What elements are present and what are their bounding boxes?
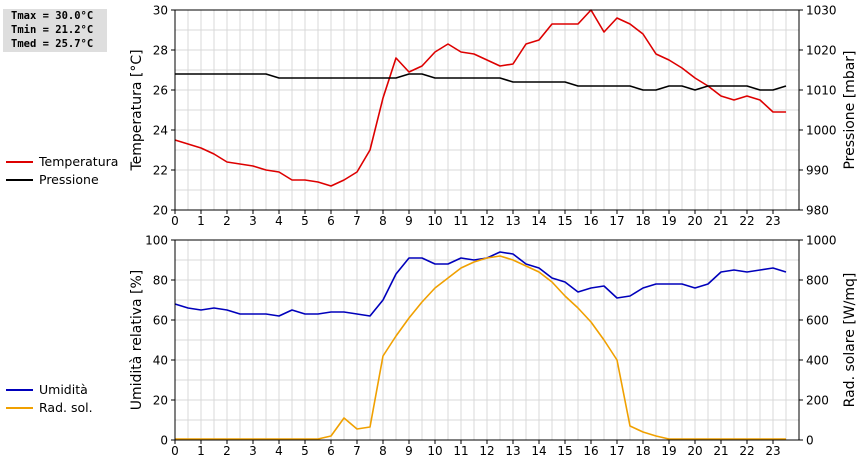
- x-tick-label: 14: [531, 214, 546, 228]
- series-line-pressione: [175, 73, 787, 91]
- x-tick-label: 8: [379, 214, 387, 228]
- x-tick-label: 11: [453, 214, 468, 228]
- y2-tick-label: 1000: [806, 234, 837, 248]
- x-tick-label: 0: [171, 214, 179, 228]
- x-tick-label: 13: [505, 214, 520, 228]
- legend-label: Temperatura: [39, 154, 119, 169]
- x-tick-label: 23: [765, 214, 780, 228]
- y2-tick-label: 1000: [806, 124, 837, 138]
- chart-panel-2: 0 1 2 3 4 5 6 7 8 9 10 11 12 13 14 15 16 17 18 19 20 21 22 2302…: [129, 234, 858, 459]
- y-tick-label: 80: [153, 274, 168, 288]
- x-tick-label: 20: [687, 214, 702, 228]
- y2-tick-label: 990: [806, 164, 829, 178]
- legend-label: Rad. sol.: [39, 400, 93, 415]
- x-tick-label: 22: [739, 214, 754, 228]
- y2-axis-label: Rad. solare [W/mq]: [842, 273, 858, 408]
- x-tick-label: 3: [249, 214, 257, 228]
- x-tick-label: 4: [275, 214, 283, 228]
- x-tick-label: 23: [765, 444, 780, 458]
- y-tick-label: 100: [145, 234, 168, 248]
- y-tick-label: 40: [153, 354, 168, 368]
- x-tick-label: 17: [609, 214, 624, 228]
- legend-label: Pressione: [39, 172, 99, 187]
- x-tick-label: 22: [739, 444, 754, 458]
- tmed-text: Tmed = 25.7°C: [11, 38, 94, 50]
- y-tick-label: 0: [160, 434, 168, 448]
- x-tick-label: 15: [557, 214, 572, 228]
- y2-tick-label: 980: [806, 204, 829, 218]
- y2-tick-label: 0: [806, 434, 814, 448]
- x-tick-label: 7: [353, 214, 361, 228]
- legend-swatch: [6, 179, 33, 181]
- x-tick-label: 9: [405, 444, 413, 458]
- y2-axis-label: Pressione [mbar]: [842, 50, 858, 169]
- chart-panel-1: 0 1 2 3 4 5 6 7 8 9 10 11 12 13 14 15 16 17 18 19 20 21 22 2320…: [129, 4, 858, 229]
- tmin-text: Tmin = 21.2°C: [11, 24, 94, 36]
- x-tick-label: 5: [301, 444, 309, 458]
- x-tick-label: 3: [249, 444, 257, 458]
- x-tick-label: 17: [609, 444, 624, 458]
- x-tick-label: 1: [197, 444, 205, 458]
- x-tick-label: 10: [427, 444, 442, 458]
- legend-swatch: [6, 389, 33, 391]
- stats-box: Tmax = 30.0°C Tmin = 21.2°C Tmed = 25.7°…: [3, 9, 107, 52]
- y-tick-label: 28: [153, 44, 168, 58]
- x-tick-label: 16: [583, 214, 598, 228]
- series-line-umidit: [174, 251, 787, 317]
- x-tick-label: 4: [275, 444, 283, 458]
- y2-tick-label: 200: [806, 394, 829, 408]
- x-tick-label: 16: [583, 444, 598, 458]
- y2-tick-label: 1010: [806, 84, 837, 98]
- x-tick-label: 6: [327, 444, 335, 458]
- y2-tick-label: 1020: [806, 44, 837, 58]
- y2-tick-label: 600: [806, 314, 829, 328]
- x-tick-label: 20: [687, 444, 702, 458]
- y-tick-label: 20: [153, 204, 168, 218]
- y2-tick-label: 800: [806, 274, 829, 288]
- x-tick-label: 11: [453, 444, 468, 458]
- x-tick-label: 8: [379, 444, 387, 458]
- x-tick-label: 9: [405, 214, 413, 228]
- series-line-rad-sol: [175, 255, 786, 440]
- legend-swatch: [6, 161, 33, 163]
- tmax-text: Tmax = 30.0°C: [11, 10, 94, 22]
- x-tick-label: 7: [353, 444, 361, 458]
- x-tick-label: 14: [531, 444, 546, 458]
- x-tick-label: 2: [223, 214, 231, 228]
- series-line-temperatura: [174, 9, 786, 187]
- y-tick-label: 30: [153, 4, 168, 18]
- x-tick-label: 15: [557, 444, 572, 458]
- y-tick-label: 20: [153, 394, 168, 408]
- legend-swatch: [6, 407, 33, 409]
- legend-label: Umidità: [39, 382, 88, 397]
- y-axis-label: Temperatura [°C]: [129, 49, 145, 171]
- x-tick-label: 10: [427, 214, 442, 228]
- y2-tick-label: 400: [806, 354, 829, 368]
- y-tick-label: 24: [153, 124, 168, 138]
- x-tick-label: 19: [661, 444, 676, 458]
- y-tick-label: 60: [153, 314, 168, 328]
- y-tick-label: 26: [153, 84, 168, 98]
- y2-tick-label: 1030: [806, 4, 837, 18]
- x-tick-label: 0: [171, 444, 179, 458]
- x-tick-label: 1: [197, 214, 205, 228]
- x-tick-label: 12: [479, 214, 494, 228]
- x-tick-label: 13: [505, 444, 520, 458]
- x-tick-label: 21: [713, 444, 728, 458]
- y-tick-label: 22: [153, 164, 168, 178]
- x-tick-label: 18: [635, 214, 650, 228]
- y-axis-label: Umidità relativa [%]: [129, 270, 145, 411]
- x-tick-label: 19: [661, 214, 676, 228]
- x-tick-label: 12: [479, 444, 494, 458]
- x-tick-label: 18: [635, 444, 650, 458]
- x-tick-label: 6: [327, 214, 335, 228]
- x-tick-label: 5: [301, 214, 309, 228]
- x-tick-label: 21: [713, 214, 728, 228]
- x-tick-label: 2: [223, 444, 231, 458]
